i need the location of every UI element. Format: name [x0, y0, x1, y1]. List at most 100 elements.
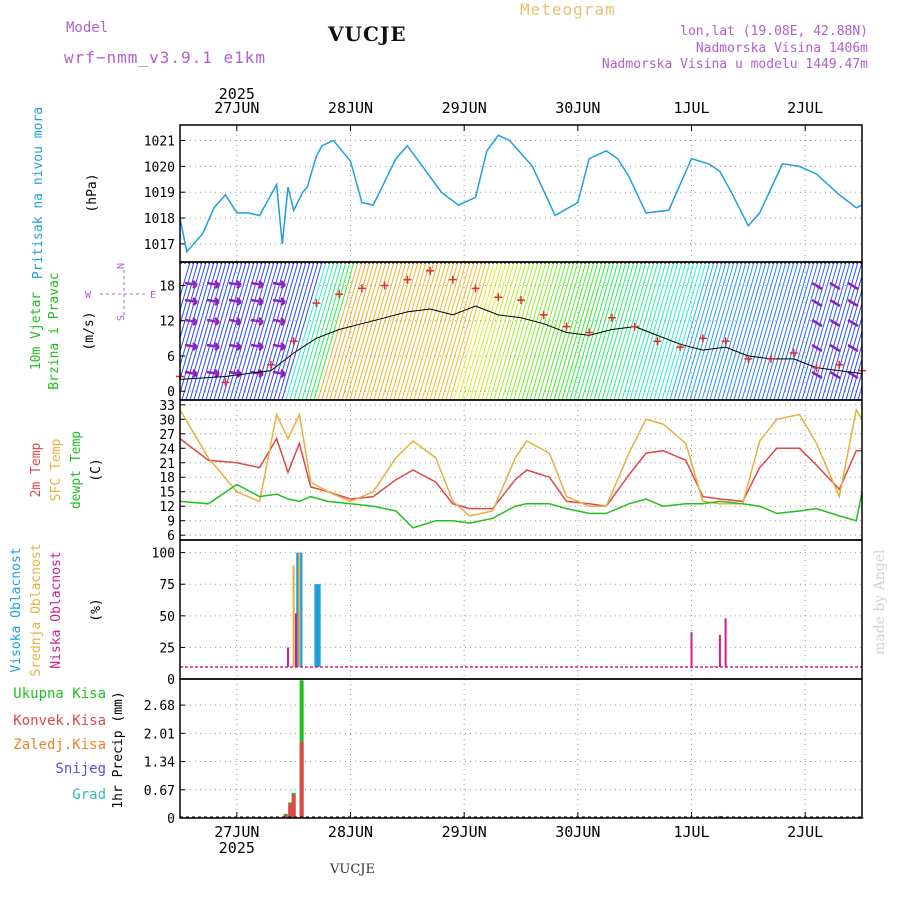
y-tick-label: 21 [159, 457, 175, 472]
hail-legend: Grad [72, 787, 106, 803]
temperature-panel-frame [179, 399, 863, 541]
wind-barb [180, 262, 211, 368]
wind-barb [665, 262, 707, 400]
wind-gust-marker [676, 343, 685, 352]
wind-barb [685, 262, 727, 400]
wind-axis-title-1: 10m Vjetar [29, 292, 44, 370]
wind-arrow [250, 280, 264, 289]
wind-arrow [184, 280, 198, 289]
wind-gust-marker [312, 299, 321, 308]
wind-barb [393, 262, 435, 400]
wind-barb [857, 384, 862, 400]
y-tick-label: 24 [159, 442, 175, 457]
wind-barb [833, 301, 862, 400]
dewpoint-line [179, 483, 863, 529]
y-tick-label: 33 [159, 399, 175, 414]
wind-barb [789, 262, 831, 400]
wind-barb [657, 262, 699, 400]
wind-barb [705, 262, 747, 400]
wind-barb [409, 262, 451, 400]
mid-cloud-bar [298, 552, 301, 667]
pressure-axis-unit: (hPa) [85, 173, 100, 212]
top-day-label: 30JUN [555, 99, 600, 117]
cloud-panel-frame [179, 539, 863, 680]
wind-arrow [272, 317, 286, 326]
wind-barb [413, 262, 455, 400]
wind-barb [649, 262, 691, 400]
wind-barb [185, 262, 227, 400]
wind-arrow [272, 280, 286, 289]
wind-barb [689, 262, 731, 400]
wind-barb [845, 343, 862, 400]
wind-arrow [811, 298, 823, 308]
wind-barb [257, 262, 299, 400]
wind-barb [317, 262, 359, 400]
wind-barb [569, 262, 611, 400]
wind-barb [493, 262, 535, 400]
wind-barb [233, 262, 275, 400]
wind-barb [437, 262, 479, 400]
frozen-precip-legend: Zaledj.Kisa [13, 737, 106, 753]
wind-barb [180, 262, 219, 395]
low-cloud-bar [294, 613, 297, 667]
wind-gust-marker [448, 275, 457, 284]
wind-arrow [847, 318, 859, 328]
low-cloud-bar [713, 666, 716, 667]
wind-gust-marker [426, 266, 435, 275]
meteogram-title: Meteogram [520, 0, 616, 19]
wind-barb [405, 262, 447, 400]
compass-north: N [116, 263, 127, 269]
wind-barb [553, 262, 595, 400]
y-tick-label: 0 [167, 812, 175, 827]
wind-arrow [206, 317, 220, 326]
wind-barb [373, 262, 415, 400]
y-tick-label: 30 [159, 413, 175, 428]
wind-barb [449, 262, 491, 400]
station-altitude: Nadmorska Visina 1406m [695, 41, 868, 56]
wind-barb [337, 262, 379, 400]
y-tick-label: 0 [167, 385, 175, 400]
wind-barb [457, 262, 499, 400]
wind-gust-marker [494, 293, 503, 302]
wind-gust-marker [812, 363, 821, 372]
snow-legend: Snijeg [55, 761, 106, 777]
wind-barb [333, 262, 375, 400]
compass-rose [100, 270, 148, 318]
bottom-day-label: 28JUN [328, 823, 373, 841]
convective-precip-bar [288, 803, 293, 818]
bottom-year-label: 2025 [219, 839, 255, 857]
bottom-day-label: 27JUN [214, 823, 259, 841]
wind-barb [573, 262, 615, 400]
model-altitude: Nadmorska Visina u modelu 1449.47m [601, 57, 868, 72]
wind-barb [477, 262, 519, 400]
wind-barb [729, 262, 771, 400]
wind-barb [609, 262, 651, 400]
wind-arrow [184, 297, 198, 306]
wind-barb [557, 262, 599, 400]
footer-station-name: VUCJE [330, 862, 375, 877]
wind-gust-marker [789, 349, 798, 358]
wind-gust-marker [335, 290, 344, 299]
y-tick-label: 1018 [144, 212, 175, 227]
y-tick-label: 1.34 [144, 756, 175, 771]
temp-axis-unit: (C) [89, 458, 104, 481]
wind-barb [577, 262, 619, 400]
wind-barb [533, 262, 575, 400]
wind-barb [269, 262, 311, 400]
wind-barb [473, 262, 515, 400]
top-day-label: 27JUN [214, 99, 259, 117]
wind-barb-field [180, 262, 862, 400]
wind-barb [753, 262, 795, 400]
wind-arrow [811, 318, 823, 328]
mid-cloud-bar [182, 666, 185, 667]
wind-barb [445, 262, 487, 400]
y-tick-label: 2.68 [144, 699, 175, 714]
pressure-line [179, 134, 863, 254]
wind-barb [369, 262, 411, 400]
precip-axis-unit: 1hr Precip (mm) [111, 691, 126, 808]
y-tick-label: 75 [159, 578, 175, 593]
bottom-day-label: 30JUN [555, 823, 600, 841]
wind-barb [465, 262, 507, 400]
wind-barb [525, 262, 567, 400]
wind-barb [285, 262, 327, 400]
